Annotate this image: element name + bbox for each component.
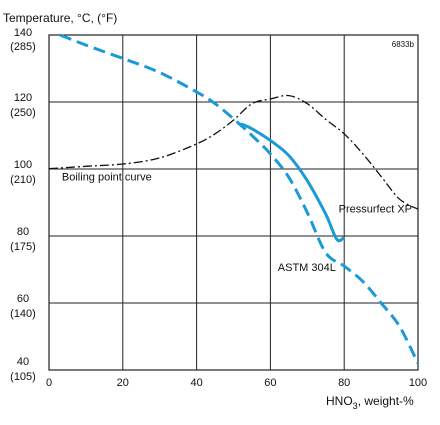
x-tick-label: 20 xyxy=(117,377,129,389)
y-tick-label-celsius: 60 xyxy=(17,293,29,305)
plot-frame xyxy=(48,34,419,371)
annotation-label: Boiling point curve xyxy=(62,172,152,184)
y-tick-label-fahrenheit: (210) xyxy=(10,174,36,186)
annotations: Boiling point curve Pressurfect XP ASTM 30… xyxy=(62,172,412,274)
x-axis-title-suffix: , weight-% xyxy=(358,394,414,408)
series-layer xyxy=(48,33,420,364)
series-line-pressurfect-xp xyxy=(240,122,346,243)
x-tick-label: 60 xyxy=(264,377,276,389)
annotation-label: ASTM 304L xyxy=(278,262,336,274)
y-tick-label-celsius: 120 xyxy=(14,92,32,104)
tick-labels: 0 20 40 60 80 100 140 (285) 120 (250) 100 (210) 80 (1… xyxy=(10,27,427,389)
y-tick-label-celsius: 140 xyxy=(14,27,32,39)
x-tick-label: 40 xyxy=(190,377,202,389)
x-tick-label: 80 xyxy=(338,377,350,389)
grid xyxy=(48,34,419,371)
x-axis-title-subscript: 3 xyxy=(353,401,358,411)
annotation-label: Pressurfect XP xyxy=(339,204,412,216)
figure-id: 6833b xyxy=(392,40,415,49)
series-line-boiling-point-curve xyxy=(48,94,419,210)
y-tick-label-fahrenheit: (105) xyxy=(10,371,36,383)
y-tick-label-celsius: 100 xyxy=(14,159,32,171)
x-tick-label: 0 xyxy=(46,377,52,389)
y-tick-label-fahrenheit: (250) xyxy=(10,107,36,119)
y-tick-label-fahrenheit: (140) xyxy=(10,308,36,320)
y-tick-label-fahrenheit: (175) xyxy=(10,241,36,253)
y-tick-label-fahrenheit: (285) xyxy=(10,41,36,53)
y-axis-title: Temperature, °C, (°F) xyxy=(3,11,117,25)
x-tick-label: 100 xyxy=(409,377,427,389)
y-tick-label-celsius: 40 xyxy=(17,356,29,368)
x-axis-title: HNO3, weight-% xyxy=(326,394,414,411)
series-line-astm-304l xyxy=(59,33,420,364)
x-axis-title-prefix: HNO xyxy=(326,394,353,408)
y-tick-label-celsius: 80 xyxy=(17,226,29,238)
